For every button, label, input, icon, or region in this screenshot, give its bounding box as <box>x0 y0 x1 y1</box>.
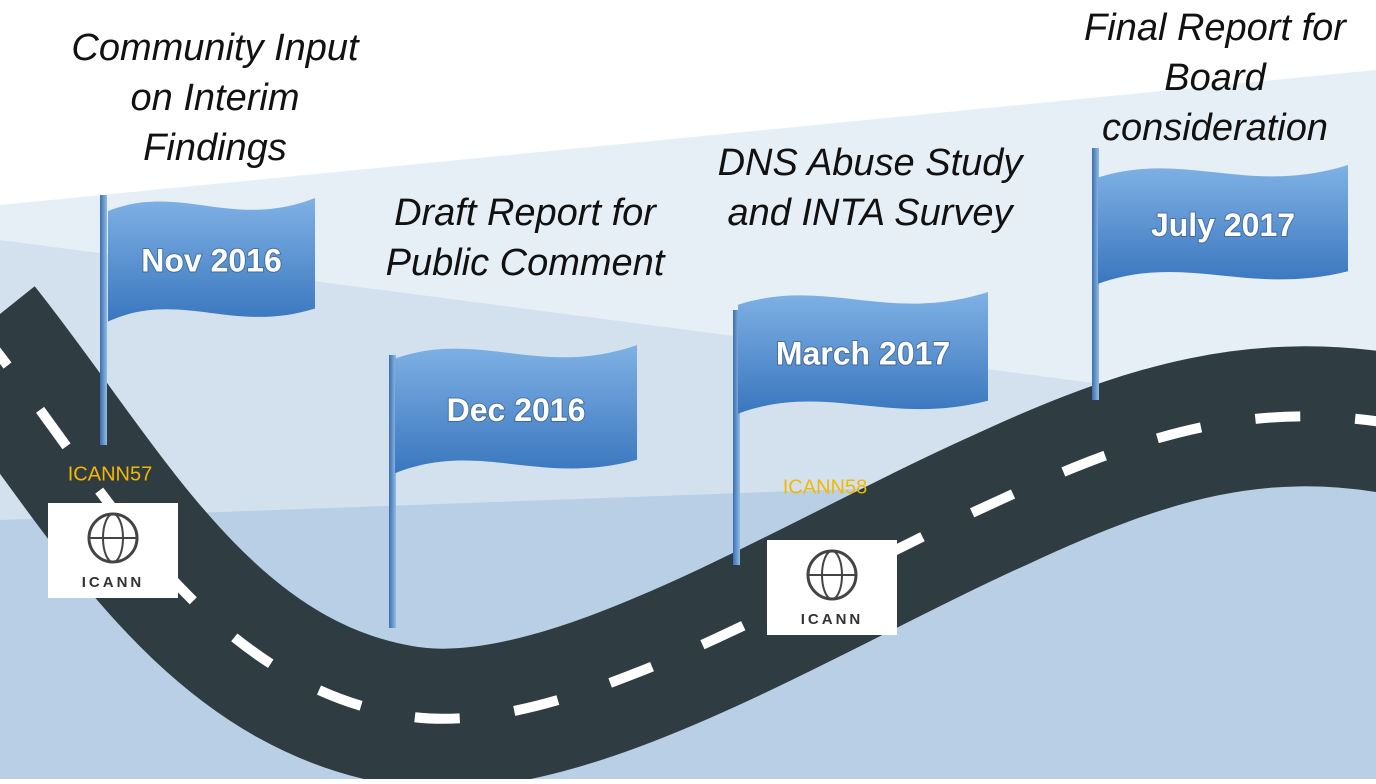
flag-date: March 2017 <box>776 335 950 371</box>
milestone-label: Draft Report for <box>394 192 657 234</box>
milestone-label: DNS Abuse Study <box>718 142 1025 184</box>
flag-date: Dec 2016 <box>447 392 586 428</box>
meeting-name: ICANN57 <box>68 463 152 485</box>
flag-date: Nov 2016 <box>141 242 282 278</box>
roadmap: Community Input on Interim Findings Nov 201… <box>0 0 1376 779</box>
flag-pole <box>100 195 107 445</box>
milestone-label: Board <box>1164 57 1267 99</box>
milestone-label: Final Report for <box>1084 7 1347 49</box>
milestone-label: Public Comment <box>386 242 666 284</box>
meeting-name: ICANN58 <box>783 476 867 498</box>
page: Community Input on Interim Findings Nov 201… <box>0 0 1376 779</box>
milestone-label: Community Input <box>71 27 360 69</box>
milestone-label: consideration <box>1102 107 1328 149</box>
milestone-label: Findings <box>143 127 287 169</box>
logo-text: ICANN <box>82 574 145 591</box>
flag-date: July 2017 <box>1151 207 1295 243</box>
milestone-label: on Interim <box>131 77 300 119</box>
flag-pole <box>389 355 396 628</box>
logo-text: ICANN <box>801 611 864 628</box>
milestone-label: and INTA Survey <box>727 192 1014 234</box>
flag-pole <box>1092 148 1099 400</box>
